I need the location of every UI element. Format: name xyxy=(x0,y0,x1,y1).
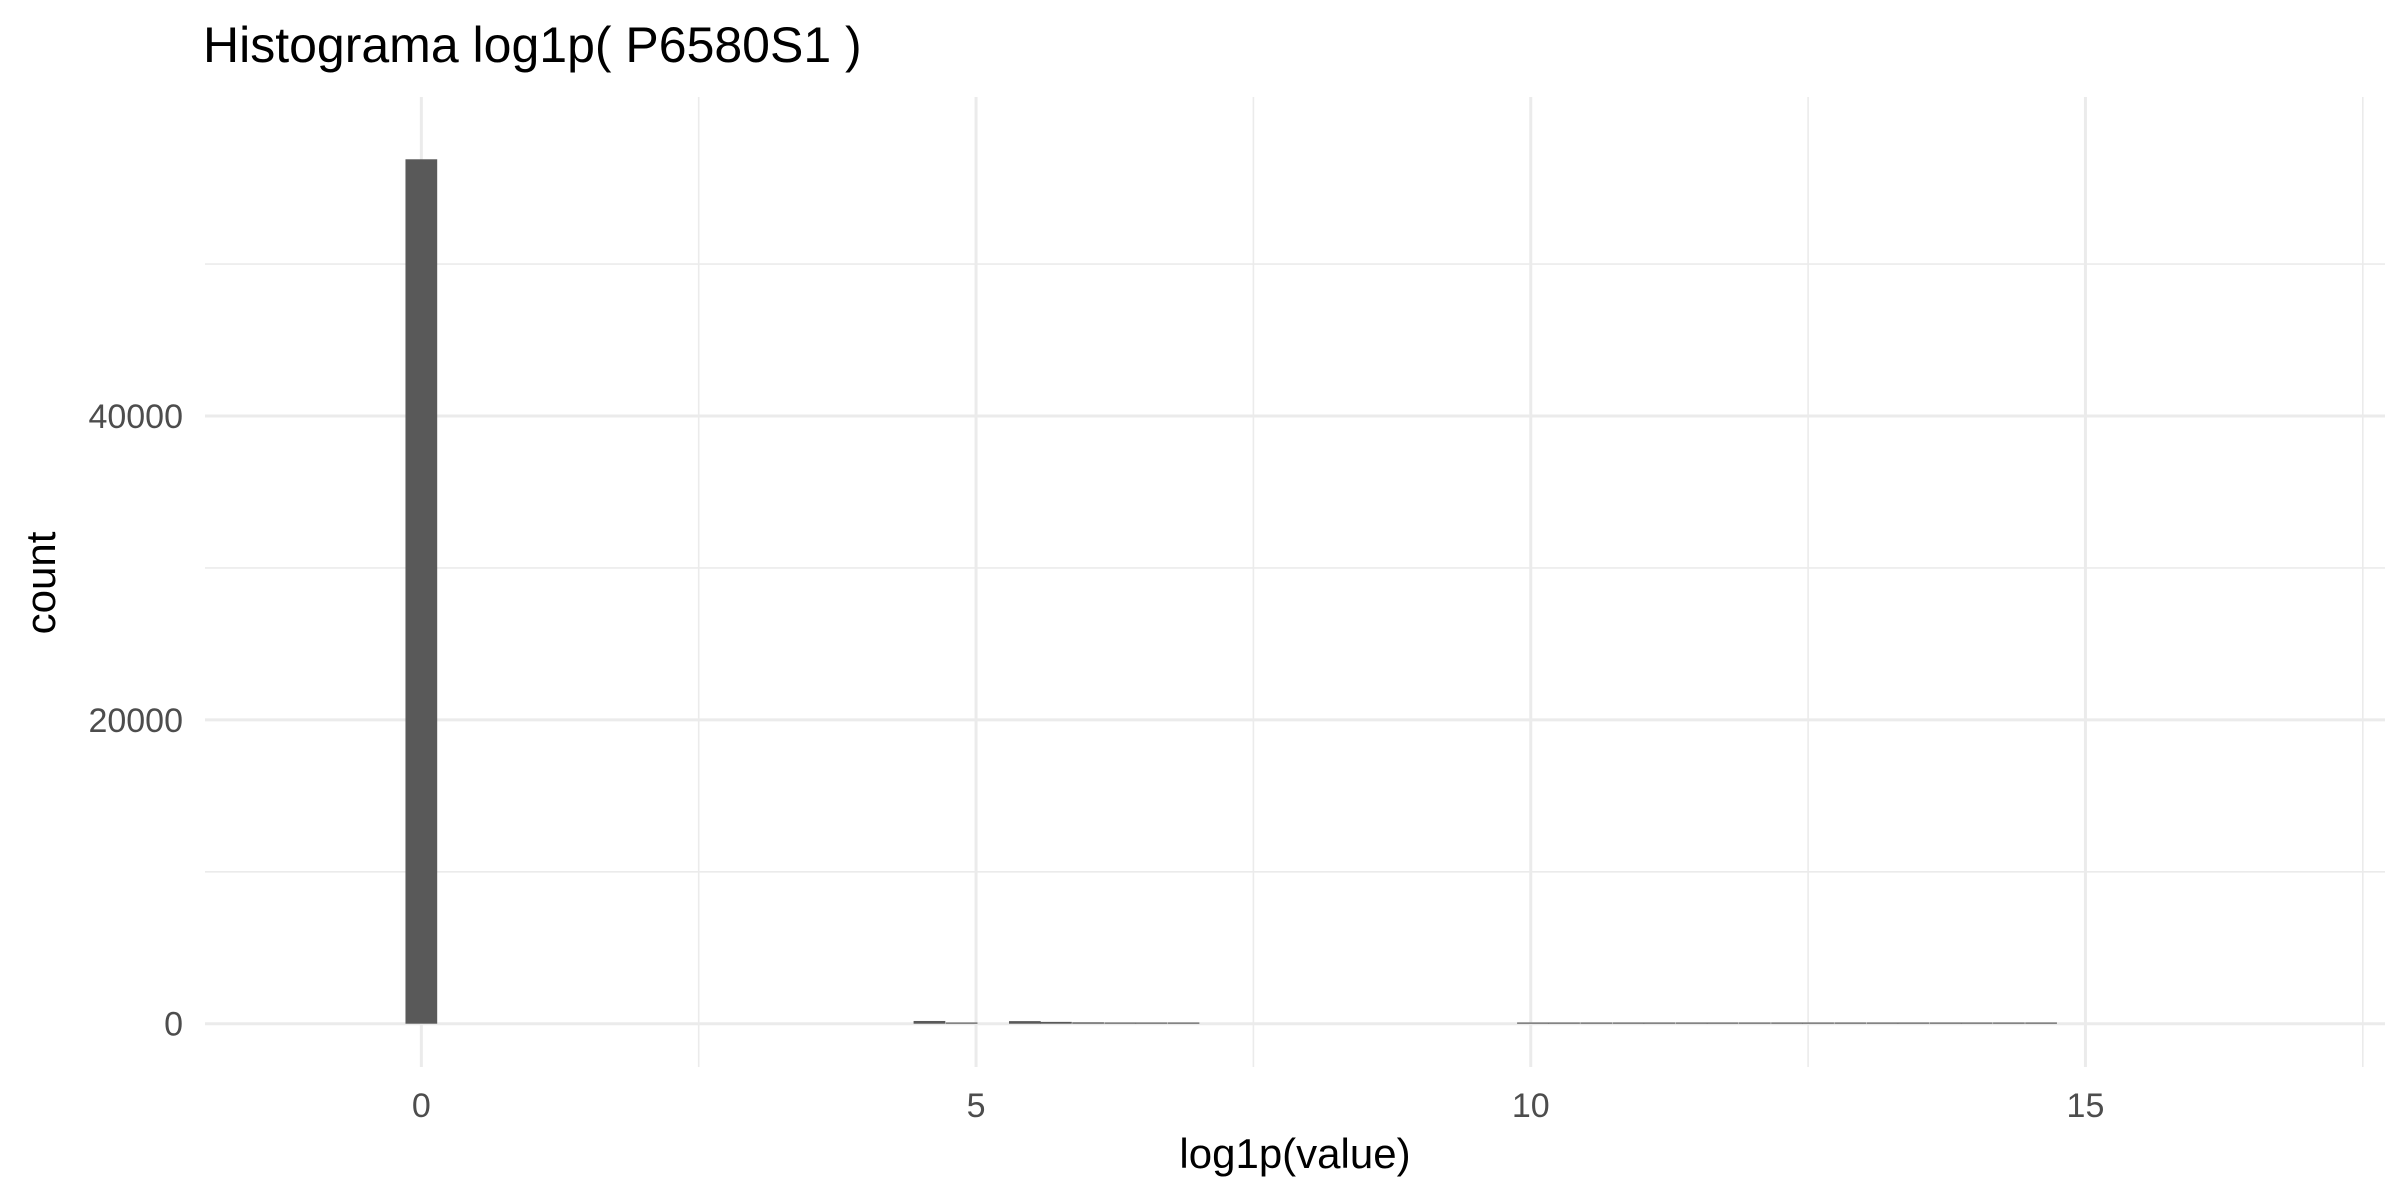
histogram-bar xyxy=(1104,1022,1137,1024)
histogram-bar xyxy=(1771,1022,1803,1024)
x-tick-label: 15 xyxy=(2067,1087,2105,1125)
histogram-bar xyxy=(1643,1022,1676,1024)
y-tick-label: 40000 xyxy=(88,398,183,436)
grid-lines xyxy=(205,97,2385,1067)
histogram-bar xyxy=(1993,1022,2025,1024)
histogram-bar xyxy=(1897,1022,1930,1024)
histogram-bar xyxy=(913,1020,946,1024)
chart-title: Histograma log1p( P6580S1 ) xyxy=(203,17,862,73)
y-tick-label: 20000 xyxy=(88,702,183,740)
x-axis-title: log1p(value) xyxy=(1179,1130,1410,1177)
histogram-bar xyxy=(1738,1022,1771,1024)
histogram-bar xyxy=(405,159,438,1024)
histogram-bar xyxy=(1580,1022,1613,1024)
x-tick-label: 0 xyxy=(412,1087,431,1125)
histogram-bar xyxy=(1040,1021,1072,1024)
histogram-bar xyxy=(1612,1022,1645,1024)
histogram-bar xyxy=(1548,1022,1580,1024)
histogram-bar xyxy=(1135,1022,1168,1024)
histogram-bar xyxy=(945,1022,978,1024)
histogram-bar xyxy=(1706,1022,1739,1024)
histogram-bar xyxy=(1866,1022,1899,1024)
x-tick-label: 5 xyxy=(967,1087,986,1125)
histogram-bar xyxy=(1675,1022,1708,1024)
x-tick-label: 10 xyxy=(1512,1087,1550,1125)
tick-labels: 0 5 10 15 0 20000 40000 xyxy=(88,398,2104,1125)
histogram-bar xyxy=(1960,1022,1993,1024)
histogram-bar xyxy=(1802,1022,1834,1024)
histogram-bar xyxy=(2025,1022,2057,1024)
y-axis-title: count xyxy=(17,531,64,634)
histogram-bar xyxy=(1834,1022,1867,1024)
histogram-bars xyxy=(405,159,2057,1024)
histogram-bar xyxy=(1072,1022,1104,1024)
histogram-bar xyxy=(1167,1022,1200,1024)
histogram-bar xyxy=(1008,1021,1041,1024)
histogram-bar xyxy=(1929,1022,1962,1024)
y-tick-label: 0 xyxy=(164,1006,183,1044)
histogram-bar xyxy=(1517,1022,1549,1024)
